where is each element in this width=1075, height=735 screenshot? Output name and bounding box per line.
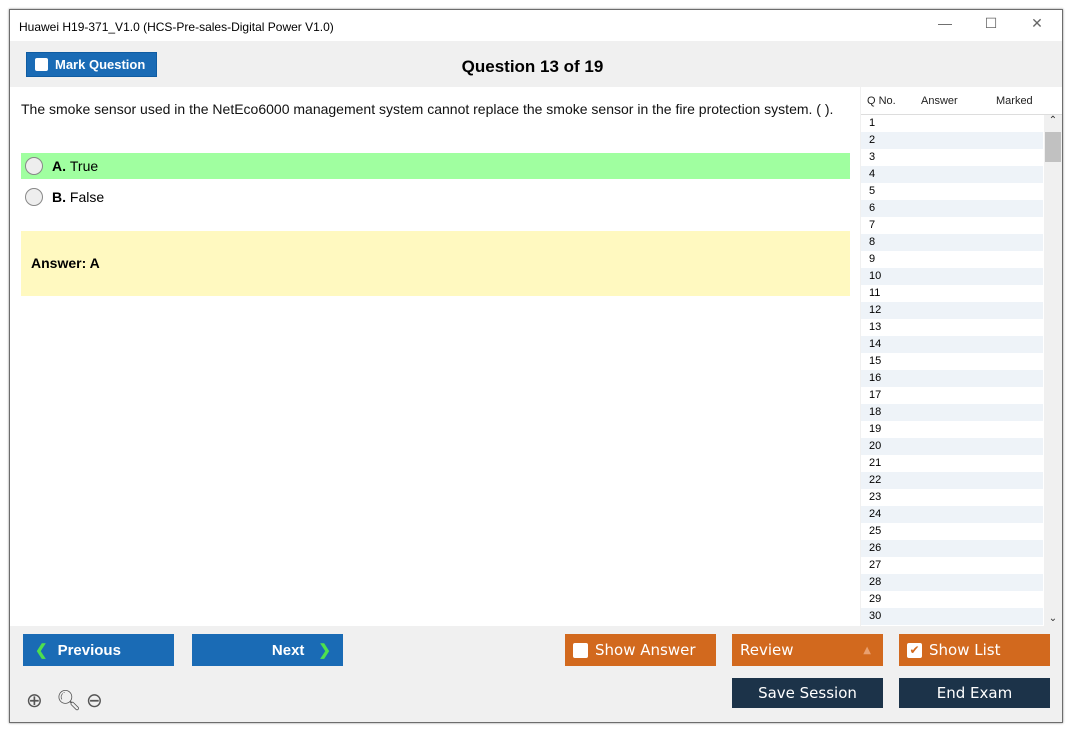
list-item[interactable]: 16 xyxy=(861,370,1043,387)
show-answer-label: Show Answer xyxy=(595,641,696,659)
previous-button[interactable]: ❮ Previous xyxy=(23,634,174,666)
list-item[interactable]: 30 xyxy=(861,608,1043,625)
review-label: Review xyxy=(740,641,794,659)
chevron-right-icon: ❯ xyxy=(318,642,331,659)
close-icon[interactable]: ✕ xyxy=(1031,15,1043,31)
list-item[interactable]: 23 xyxy=(869,491,882,503)
list-item[interactable]: 17 xyxy=(869,389,882,401)
list-item[interactable]: 2 xyxy=(861,132,1043,149)
radio-icon[interactable] xyxy=(25,188,43,206)
app-window: Huawei H19-371_V1.0 (HCS-Pre-sales-Digit… xyxy=(9,9,1063,723)
list-item[interactable]: 19 xyxy=(869,423,882,435)
list-item[interactable]: 26 xyxy=(861,540,1043,557)
title-bar: Huawei H19-371_V1.0 (HCS-Pre-sales-Digit… xyxy=(10,10,1062,41)
question-text: The smoke sensor used in the NetEco6000 … xyxy=(21,101,834,117)
question-title: Question 13 of 19 xyxy=(461,57,604,76)
radio-icon[interactable] xyxy=(25,157,43,175)
scroll-thumb[interactable] xyxy=(1045,132,1061,162)
list-item[interactable]: 5 xyxy=(869,185,876,197)
list-item[interactable]: 12 xyxy=(861,302,1043,319)
list-header: Q No. Answer Marked xyxy=(861,87,1062,115)
zoom-in-icon[interactable]: ⊕ xyxy=(26,690,43,712)
list-item[interactable]: 21 xyxy=(869,457,882,469)
list-item[interactable]: 10 xyxy=(861,268,1043,285)
show-answer-button[interactable]: Show Answer xyxy=(565,634,716,666)
question-panel: The smoke sensor used in the NetEco6000 … xyxy=(10,87,860,626)
list-item[interactable]: 3 xyxy=(869,151,876,163)
list-item[interactable]: 15 xyxy=(869,355,882,367)
option-b[interactable]: B. False xyxy=(21,184,850,210)
list-item[interactable]: 8 xyxy=(861,234,1043,251)
chevron-left-icon: ❮ xyxy=(35,642,48,659)
list-rows: 1 2 3 4 5 6 7 8 9 10 11 12 13 14 15 16 17 18 19 20 21 22 23 24 2… xyxy=(861,115,1062,625)
previous-label: Previous xyxy=(57,641,121,659)
zoom-out-icon[interactable]: ⊖ xyxy=(86,690,103,712)
option-letter: A. xyxy=(52,158,66,174)
header-answer[interactable]: Answer xyxy=(921,95,958,107)
list-item[interactable]: 7 xyxy=(869,219,876,231)
window-title: Huawei H19-371_V1.0 (HCS-Pre-sales-Digit… xyxy=(19,20,334,34)
option-a[interactable]: A. True xyxy=(21,153,850,179)
list-item[interactable]: 20 xyxy=(861,438,1043,455)
option-text: True xyxy=(69,158,99,174)
maximize-icon[interactable]: ☐ xyxy=(984,15,998,31)
list-item[interactable]: 9 xyxy=(869,253,876,265)
header-qno[interactable]: Q No. xyxy=(867,95,896,107)
show-list-label: Show List xyxy=(929,641,1001,659)
list-item[interactable]: 29 xyxy=(869,593,882,605)
scroll-up-icon[interactable]: ⌃ xyxy=(1048,115,1058,126)
list-item[interactable]: 18 xyxy=(861,404,1043,421)
list-item[interactable]: 13 xyxy=(869,321,882,333)
mark-question-button[interactable]: Mark Question xyxy=(26,52,157,77)
list-item[interactable]: 1 xyxy=(869,117,876,129)
answer-box: Answer: A xyxy=(21,231,850,296)
caret-up-icon: ▲ xyxy=(863,644,871,656)
next-button[interactable]: Next ❯ xyxy=(192,634,343,666)
list-item[interactable]: 27 xyxy=(869,559,882,571)
toolbar: Mark Question Question 13 of 19 xyxy=(10,41,1062,87)
save-session-button[interactable]: Save Session xyxy=(732,678,883,708)
mark-question-label: Mark Question xyxy=(55,57,146,72)
list-item[interactable]: 24 xyxy=(861,506,1043,523)
option-letter: B. xyxy=(52,189,66,205)
checkbox-icon xyxy=(35,58,48,71)
zoom-reset-icon[interactable]: 🔍︎ xyxy=(56,690,82,712)
scroll-down-icon[interactable]: ⌄ xyxy=(1048,613,1058,624)
checkbox-checked-icon[interactable]: ✔ xyxy=(907,642,922,658)
question-list: Q No. Answer Marked 1 2 3 4 5 6 7 8 9 10 11 12 13 14 1… xyxy=(861,87,1062,626)
list-item[interactable]: 25 xyxy=(869,525,882,537)
list-item[interactable]: 14 xyxy=(861,336,1043,353)
end-exam-button[interactable]: End Exam xyxy=(899,678,1050,708)
list-item[interactable]: 11 xyxy=(869,287,881,299)
next-label: Next xyxy=(271,641,305,659)
review-dropdown[interactable]: Review ▲ xyxy=(732,634,883,666)
list-item[interactable]: 4 xyxy=(861,166,1043,183)
list-item[interactable]: 22 xyxy=(861,472,1043,489)
list-item[interactable]: 6 xyxy=(861,200,1043,217)
scrollbar[interactable]: ⌃ ⌄ xyxy=(1044,115,1062,626)
minimize-icon[interactable]: — xyxy=(938,15,952,31)
checkbox-icon[interactable] xyxy=(573,642,588,658)
header-marked[interactable]: Marked xyxy=(996,95,1033,107)
list-item[interactable]: 28 xyxy=(861,574,1043,591)
option-text: False xyxy=(69,189,105,205)
show-list-button[interactable]: ✔ Show List xyxy=(899,634,1050,666)
